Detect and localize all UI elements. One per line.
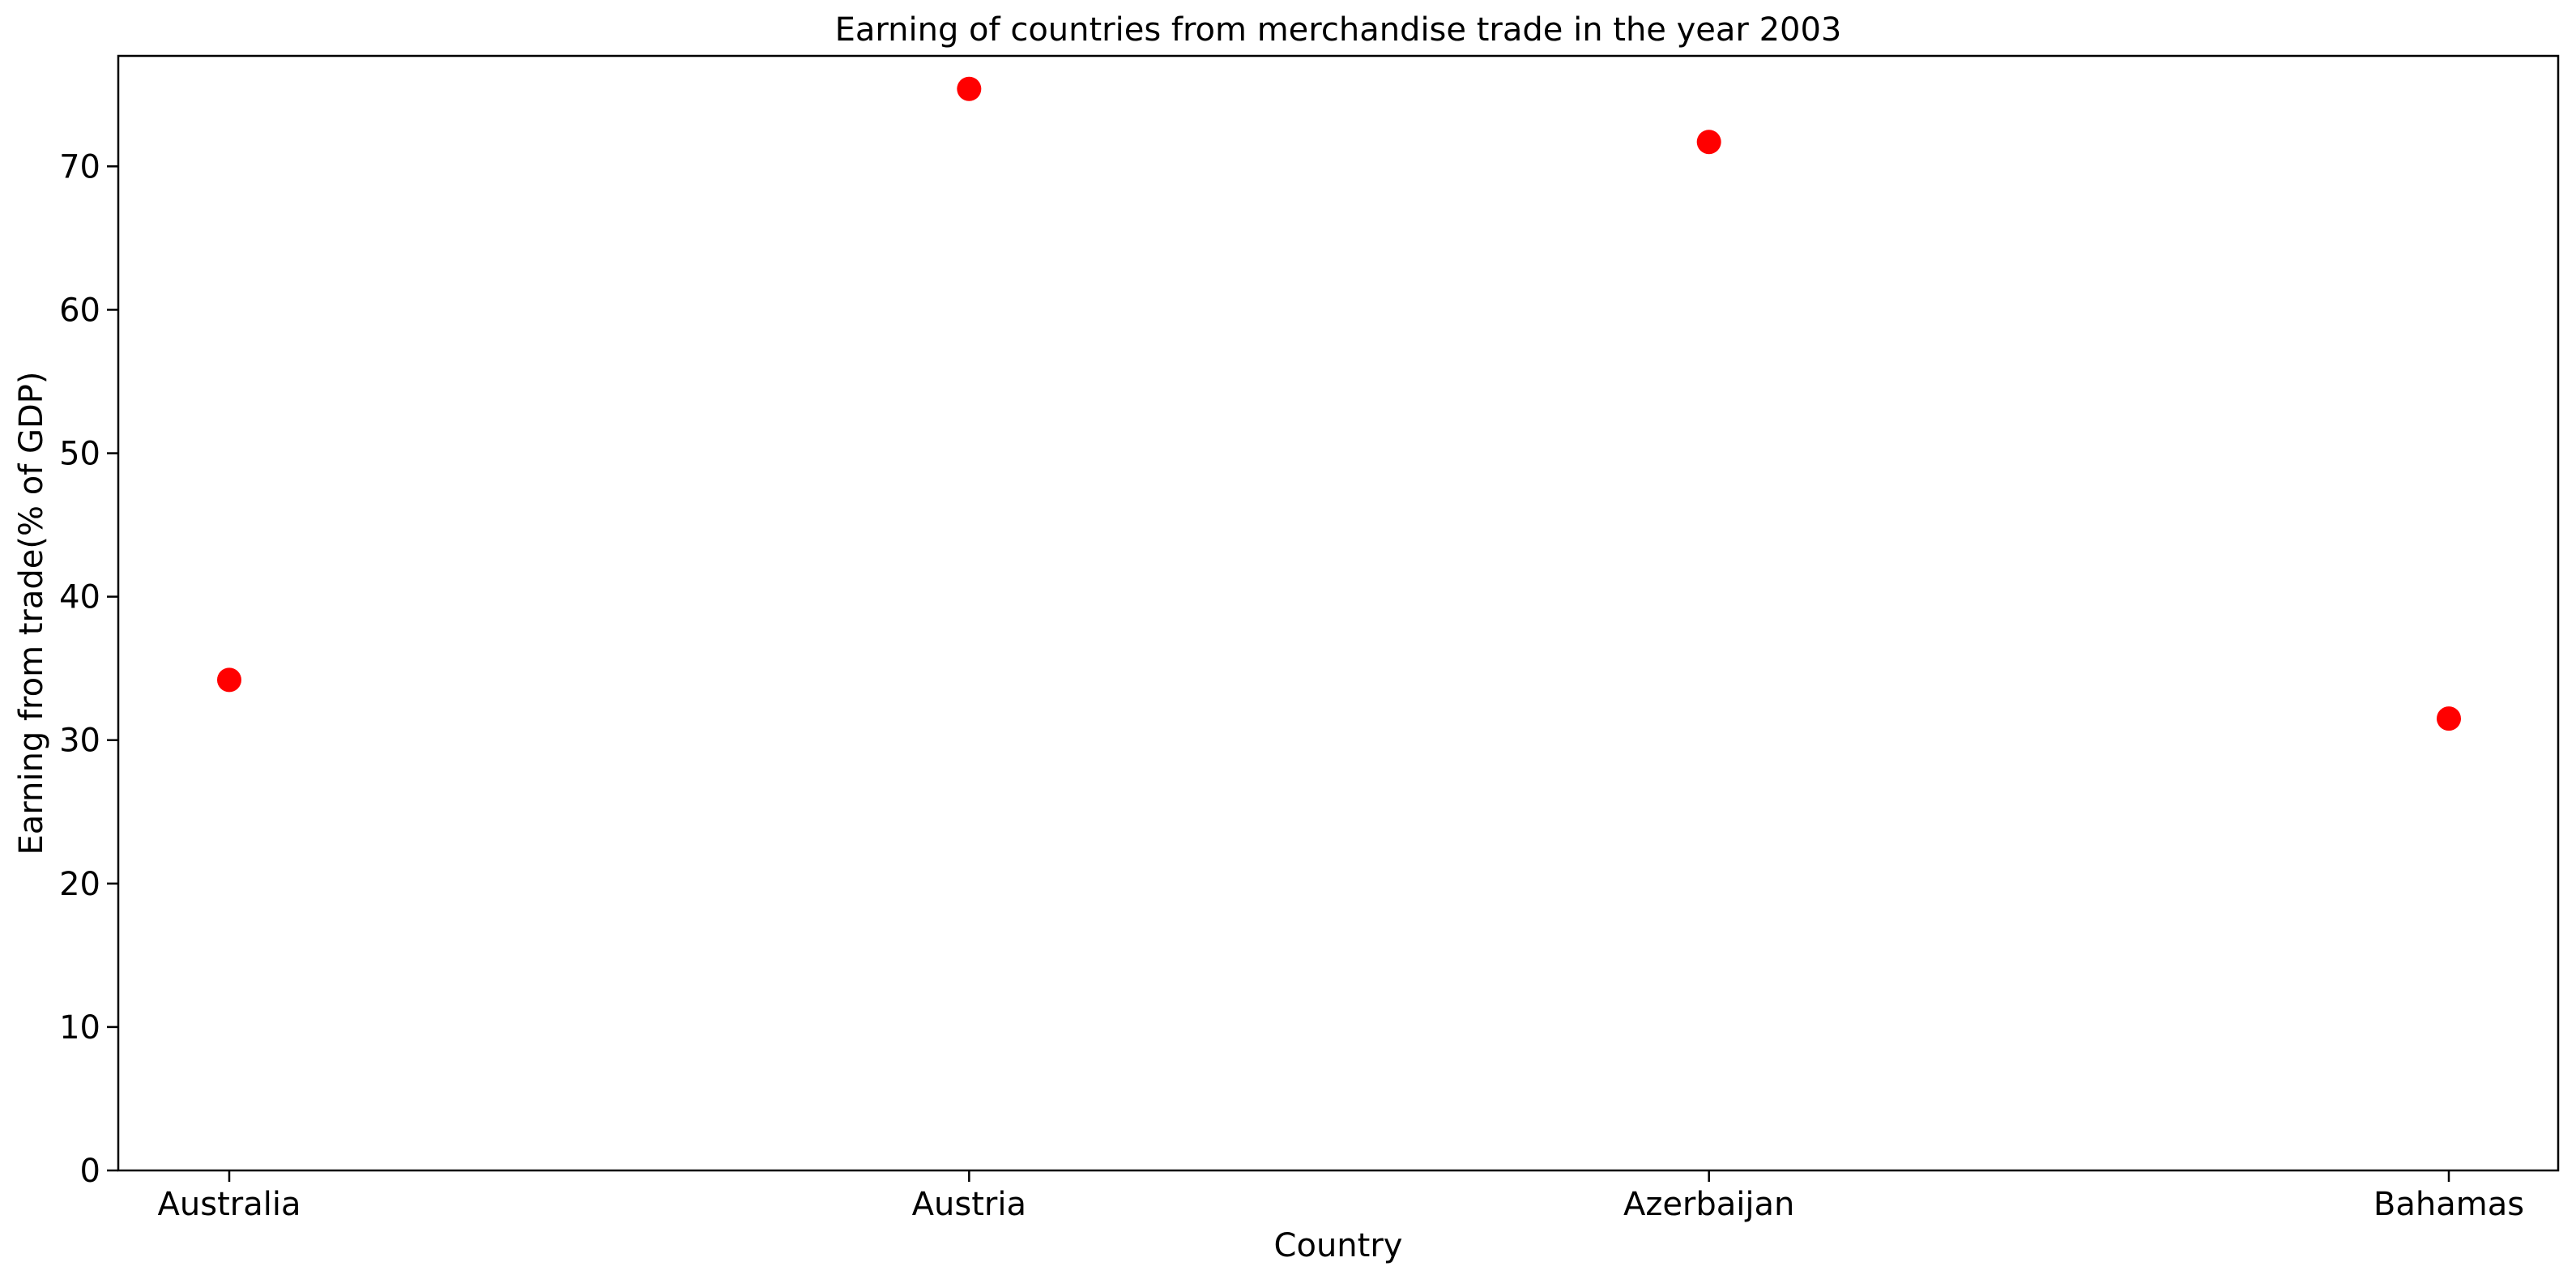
y-tick-label: 50 [59,436,100,473]
y-tick-label: 20 [59,866,100,903]
y-tick-label: 60 [59,292,100,329]
y-tick-label: 40 [59,579,100,616]
data-point [957,76,982,101]
chart-title: Earning of countries from merchandise tr… [835,11,1842,49]
data-point [1696,130,1721,155]
data-point [217,667,241,693]
x-axis-label: Country [1274,1227,1403,1264]
x-tick-label: Azerbaijan [1623,1186,1794,1223]
y-tick-label: 70 [59,148,100,185]
x-axis-ticks: Australia Austria Azerbaijan Bahamas [158,1170,2524,1223]
x-tick-label: Australia [158,1186,301,1223]
x-tick-label: Bahamas [2373,1186,2524,1223]
data-point [2437,706,2461,731]
y-axis-label: Earning from trade(% of GDP) [13,371,50,855]
y-tick-label: 30 [59,723,100,760]
y-tick-label: 10 [59,1009,100,1047]
data-points [217,76,2461,731]
y-tick-label: 0 [80,1153,100,1190]
y-axis-ticks: 0 10 20 30 40 50 60 70 [59,148,118,1190]
plot-frame [117,54,2560,1172]
x-tick-label: Austria [912,1186,1026,1223]
